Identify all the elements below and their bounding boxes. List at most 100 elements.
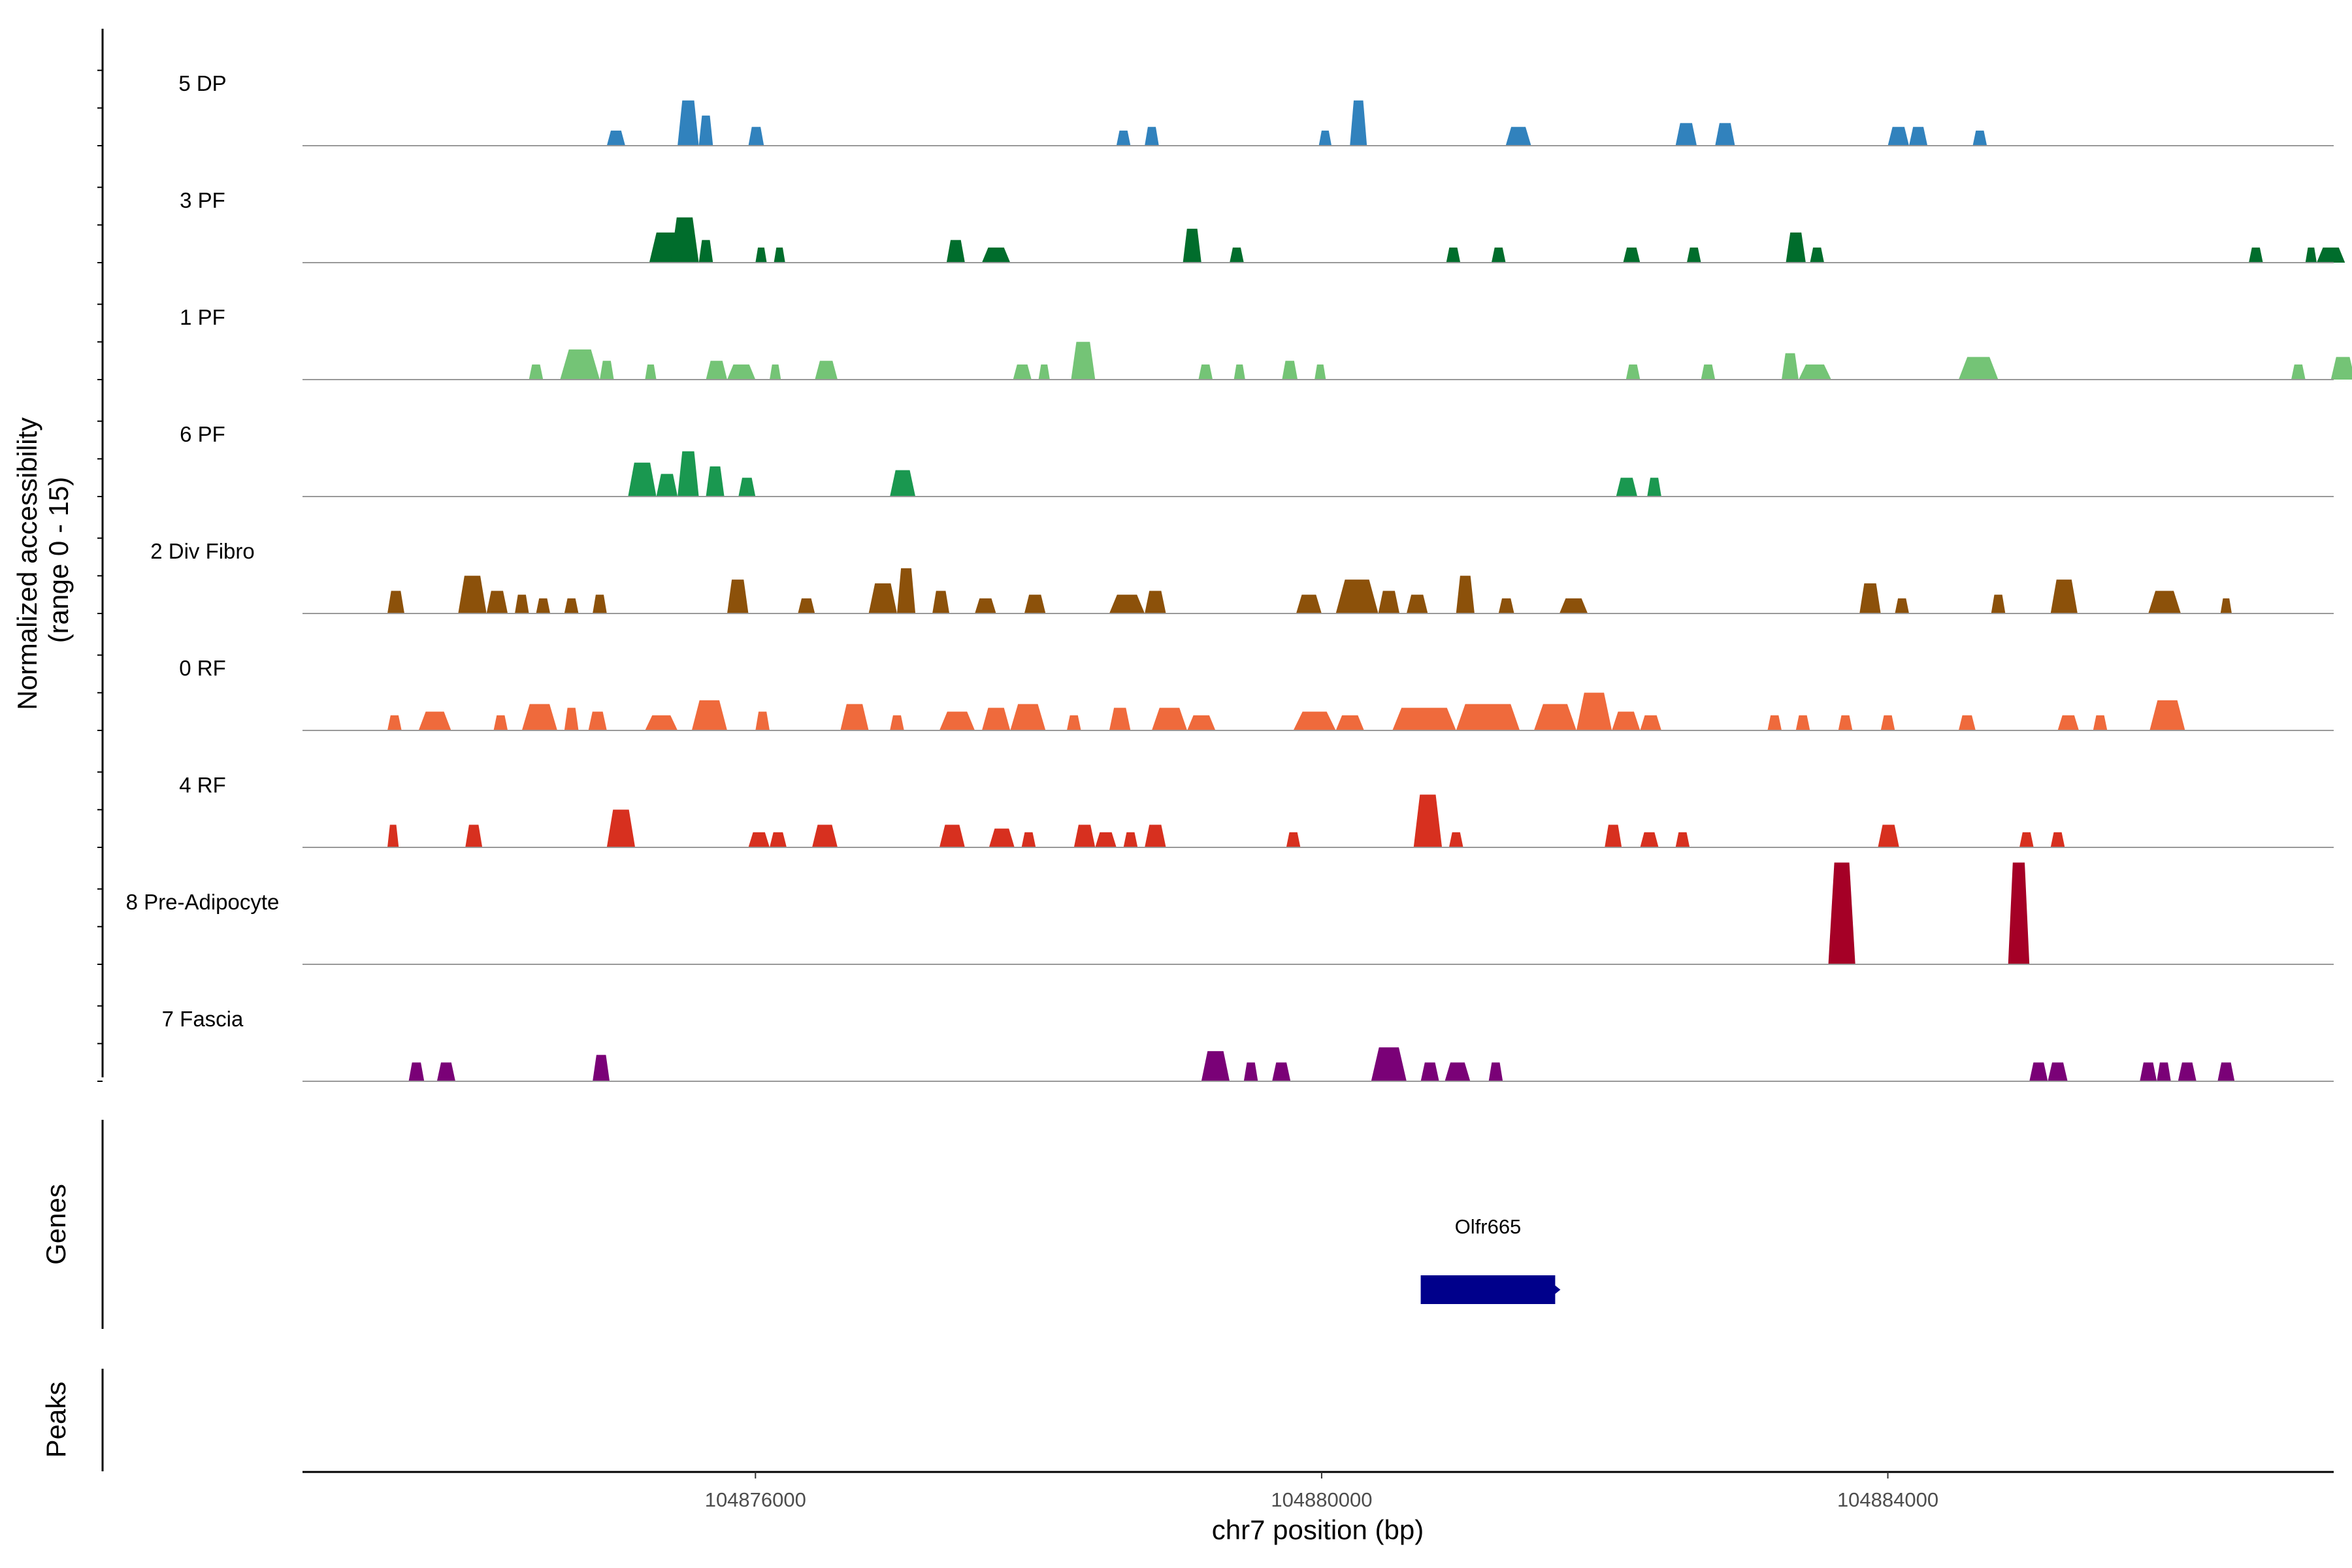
coverage-peak	[774, 247, 785, 263]
coverage-peak	[1616, 478, 1638, 497]
coverage-peak	[1392, 708, 1456, 730]
x-tick-label: 104884000	[1837, 1488, 1938, 1511]
track-7-fascia: 7 Fascia	[162, 1007, 2334, 1082]
coverage-peak	[981, 708, 1011, 730]
coverage-peak	[1296, 595, 1322, 613]
coverage-peak	[2217, 1062, 2235, 1081]
coverage-peak	[748, 127, 764, 146]
coverage-peak	[1991, 595, 2006, 613]
coverage-peak	[1318, 130, 1332, 146]
track-0-rf: 0 RF	[179, 656, 2334, 731]
coverage-peak	[946, 240, 965, 263]
coverage-peak	[975, 598, 996, 613]
coverage-peak	[1282, 361, 1298, 380]
coverage-peak	[727, 364, 756, 380]
coverage-peak	[1640, 832, 1659, 847]
coverage-peak	[606, 130, 625, 146]
coverage-peak	[2019, 832, 2034, 847]
coverage-peak	[1073, 825, 1096, 847]
coverage-peak	[1187, 715, 1216, 730]
coverage-peak	[706, 361, 727, 380]
track-2-div-fibro: 2 Div Fibro	[150, 539, 2334, 614]
track-label: 4 RF	[179, 773, 226, 797]
gene-strand-arrow	[1554, 1284, 1561, 1295]
coverage-peak	[1456, 704, 1520, 730]
coverage-peak	[564, 708, 579, 730]
coverage-peak	[1183, 229, 1201, 263]
coverage-peak	[436, 1062, 455, 1081]
x-tick-label: 104876000	[705, 1488, 806, 1511]
coverage-peak	[1887, 127, 1909, 146]
coverage-peak	[387, 715, 402, 730]
coverage-peak	[1038, 364, 1050, 380]
coverage-peak	[600, 361, 614, 380]
coverage-peak	[1095, 832, 1117, 847]
coverage-peak	[1958, 715, 1976, 730]
coverage-peak	[812, 825, 838, 847]
coverage-peak	[670, 217, 699, 263]
track-1-pf: 1 PF	[180, 305, 2352, 380]
track-label: 7 Fascia	[162, 1007, 244, 1031]
coverage-peak	[890, 715, 904, 730]
coverage-peak	[387, 591, 404, 613]
coverage-peak	[2148, 591, 2181, 613]
coverage-peak	[486, 591, 508, 613]
coverage-peak	[1559, 598, 1588, 613]
coverage-peak	[1828, 862, 1855, 964]
coverage-peak	[1420, 1062, 1439, 1081]
coverage-peak	[2149, 700, 2185, 730]
coverage-peak	[1371, 1047, 1407, 1081]
coverage-peak	[2305, 247, 2317, 263]
coverage-peak	[1109, 595, 1145, 613]
coverage-peak	[521, 704, 557, 730]
track-label: 1 PF	[180, 305, 225, 329]
coverage-peak	[706, 466, 725, 497]
coverage-peak	[1378, 591, 1400, 613]
coverage-peak	[1686, 247, 1701, 263]
coverage-peak	[1647, 478, 1661, 497]
track-8-pre-adipocyte: 8 Pre-Adipocyte	[126, 862, 2334, 965]
coverage-peak	[798, 598, 815, 613]
coverage-peak	[458, 576, 487, 613]
coverage-peak	[1315, 364, 1326, 380]
coverage-peak	[628, 463, 657, 497]
coverage-peak	[815, 361, 838, 380]
coverage-peak	[1533, 704, 1576, 730]
coverage-peak	[1675, 123, 1697, 146]
y-axis-title-line2: (range 0 - 15)	[43, 477, 74, 643]
track-label: 5 DP	[178, 71, 226, 95]
coverage-peak	[868, 583, 897, 613]
coverage-peak	[939, 711, 975, 730]
coverage-peak	[2008, 862, 2030, 964]
coverage-peak	[2249, 247, 2263, 263]
coverage-peak	[1024, 595, 1046, 613]
coverage-peak	[1795, 715, 1810, 730]
coverage-peak	[1895, 598, 1909, 613]
coverage-peak	[1350, 100, 1367, 146]
coverage-peak	[678, 100, 699, 146]
coverage-peak	[1010, 704, 1046, 730]
coverage-peak	[564, 598, 579, 613]
gene-body	[1420, 1275, 1556, 1304]
track-label: 8 Pre-Adipocyte	[126, 890, 280, 914]
coverage-peak	[418, 711, 451, 730]
coverage-peak	[1151, 708, 1188, 730]
coverage-peak	[1491, 247, 1506, 263]
coverage-peak	[678, 451, 699, 497]
coverage-peak	[515, 595, 529, 613]
coverage-peak	[939, 825, 965, 847]
track-5-dp: 5 DP	[178, 71, 2334, 146]
coverage-peak	[932, 591, 950, 613]
coverage-peak	[560, 349, 600, 380]
coverage-peak	[606, 809, 636, 847]
track-label: 0 RF	[179, 656, 226, 680]
track-6-pf: 6 PF	[180, 422, 2334, 497]
coverage-peak	[2048, 1062, 2068, 1081]
coverage-peak	[2330, 357, 2352, 380]
coverage-peak	[2178, 1062, 2197, 1081]
coverage-peak	[465, 825, 483, 847]
coverage-peak	[593, 1054, 610, 1081]
peaks-title: Peaks	[41, 1382, 71, 1458]
track-label: 6 PF	[180, 422, 225, 446]
